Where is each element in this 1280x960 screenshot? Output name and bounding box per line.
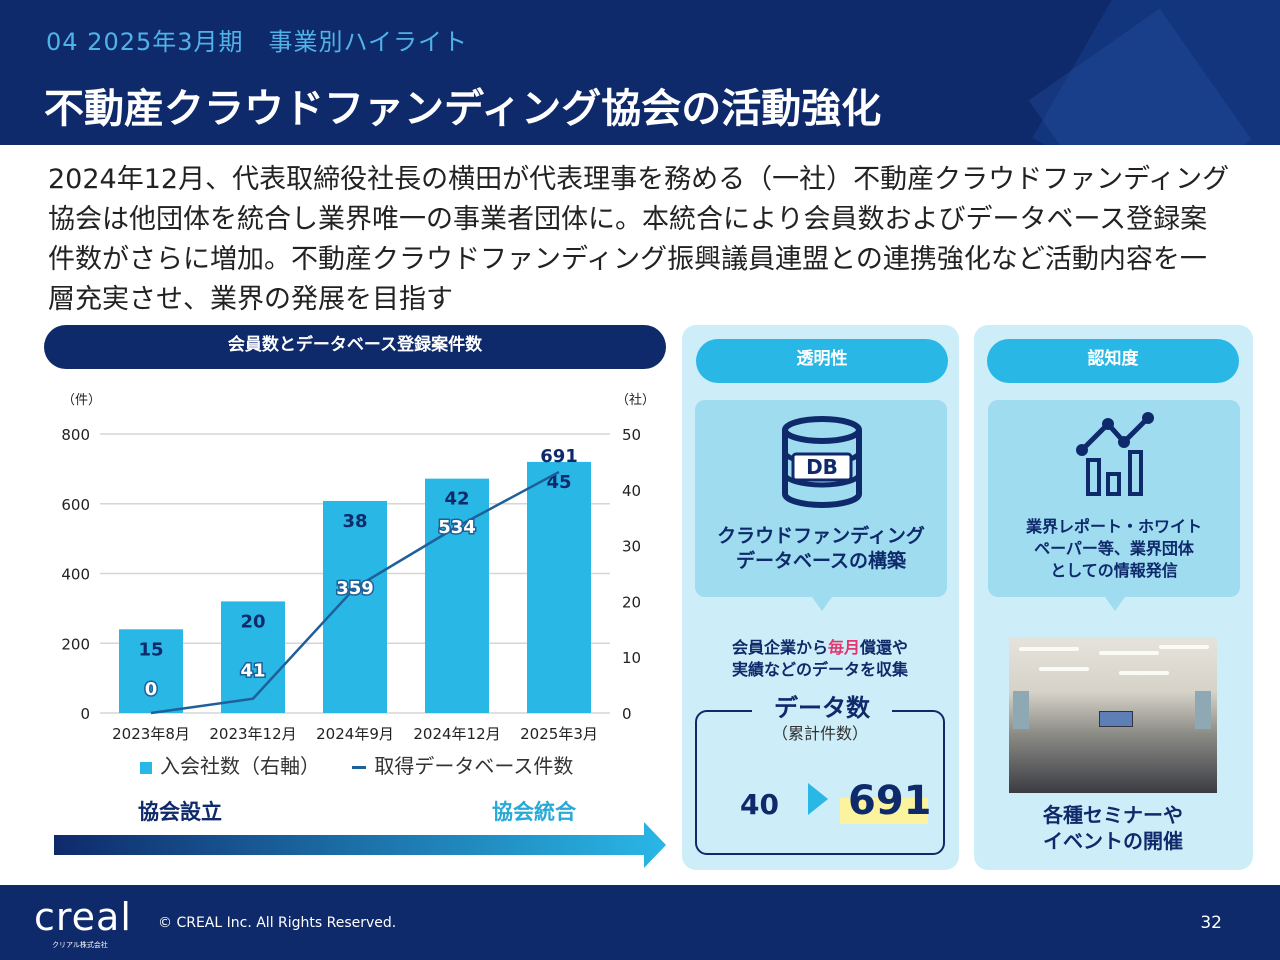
logo-subtitle: クリアル株式会社 [52,941,108,949]
database-box-pointer [812,597,832,611]
bar [323,500,387,713]
number-highlight [840,798,928,824]
report-box-line1: 業界レポート・ホワイト [1025,517,1202,536]
collect-highlight: 毎月 [827,638,860,657]
data-collection-text: 会員企業から毎月償還や 実績などのデータを収集 [700,637,940,681]
legend-bar-swatch [140,761,152,774]
database-box-line2: データベースの構築 [735,550,907,572]
y-right-unit: （社） [616,392,655,408]
database-icon-label: DB [806,455,838,479]
collect-post: 償還や [860,638,909,657]
seminar-line2: イベントの開催 [1043,829,1183,853]
y-left-tick-label: 600 [61,496,90,514]
line-value-label: 359 [336,578,374,599]
creal-logo: creal [34,895,132,939]
y-right-tick-label: 30 [622,538,641,556]
bar [527,461,591,713]
x-tick-label: 2024年9月 [316,725,394,743]
bar-value-label: 20 [240,611,265,632]
legend-line-label: 取得データベース件数 [374,754,574,778]
x-tick-label: 2024年12月 [413,725,500,743]
y-right-tick-label: 50 [622,426,641,444]
growth-chart-icon [1076,412,1154,496]
collect-pre: 会員企業から [731,638,828,657]
bar-value-label: 38 [342,511,367,532]
legend-line-swatch [352,766,367,769]
bar [119,629,183,713]
report-box-pointer [1105,597,1125,611]
seminar-caption: 各種セミナーや イベントの開催 [990,802,1236,854]
y-left-tick-label: 0 [80,705,90,723]
copyright-text: © CREAL Inc. All Rights Reserved. [158,915,397,931]
timeline-arrow [54,822,666,868]
line-value-label: 534 [438,517,476,538]
bar-value-label: 42 [444,489,469,510]
presentation-screen [1099,711,1133,727]
page-number: 32 [1200,913,1222,933]
database-line [150,470,560,715]
y-left-unit: （件） [62,393,101,408]
report-box-title: 業界レポート・ホワイト ペーパー等、業界団体 としての情報発信 [988,516,1240,582]
data-count-subtitle: （累計件数） [771,724,868,743]
chart-legend: 入会社数（右軸） 取得データベース件数 [140,750,573,779]
awareness-pill: 認知度 [987,339,1239,383]
y-left-tick-label: 200 [61,635,90,653]
data-count-from: 40 [740,788,779,821]
transparency-pill: 透明性 [696,339,948,383]
y-right-tick-label: 20 [622,593,641,611]
database-box-title: クラウドファンディング データベースの構築 [695,524,947,574]
x-tick-label: 2023年8月 [112,725,190,743]
data-count-to: 691 [848,778,932,824]
database-icon: DB [782,416,862,508]
play-arrow-icon [808,783,828,815]
member-database-chart: 800 600 400 200 0 50 40 30 20 10 0 （件） （社） 15 20 38 42 45… [61,392,655,743]
page-title: 不動産クラウドファンディング協会の活動強化 [44,86,882,132]
x-tick-label: 2025年3月 [520,725,598,743]
bar [425,478,489,713]
bar-value-label: 45 [546,472,571,493]
y-right-tick-label: 40 [622,482,641,500]
report-box-line3: としての情報発信 [1050,561,1178,580]
y-right-tick-label: 10 [622,649,641,667]
y-left-tick-label: 800 [61,426,90,444]
chart-title: 会員数とデータベース登録案件数 [44,325,666,369]
report-box-line2: ペーパー等、業界団体 [1034,539,1194,558]
y-right-tick-label: 0 [622,705,632,723]
timeline-start-label: 協会設立 [138,800,222,824]
line-value-label: 691 [540,446,578,467]
database-box-line1: クラウドファンディング [717,525,925,547]
timeline-end-label: 協会統合 [492,800,576,824]
line-value-label: 0 [145,679,158,700]
seminar-photo [1009,637,1217,793]
bar [221,601,285,713]
report-box: 業界レポート・ホワイト ペーパー等、業界団体 としての情報発信 [988,400,1240,597]
lead-text: 2024年12月、代表取締役社長の横田が代表理事を務める（一社）不動産クラウドフ… [48,164,1230,315]
legend-bar-label: 入会社数（右軸） [160,754,320,778]
line-value-label: 41 [240,661,265,682]
slide-header: 04 2025年3月期 事業別ハイライト 不動産クラウドファンディング協会の活動… [0,0,1280,145]
slide-footer: creal クリアル株式会社 © CREAL Inc. All Rights R… [0,885,1280,960]
database-box: DB クラウドファンディング データベースの構築 [695,400,947,597]
y-left-tick-label: 400 [61,566,90,584]
bar-value-label: 15 [138,639,163,660]
x-tick-label: 2023年12月 [209,725,296,743]
data-count-title: データ数 [752,688,892,723]
section-label: 04 2025年3月期 事業別ハイライト [46,28,469,56]
seminar-line1: 各種セミナーや [1043,803,1183,827]
collect-line2: 実績などのデータを収集 [731,660,908,679]
